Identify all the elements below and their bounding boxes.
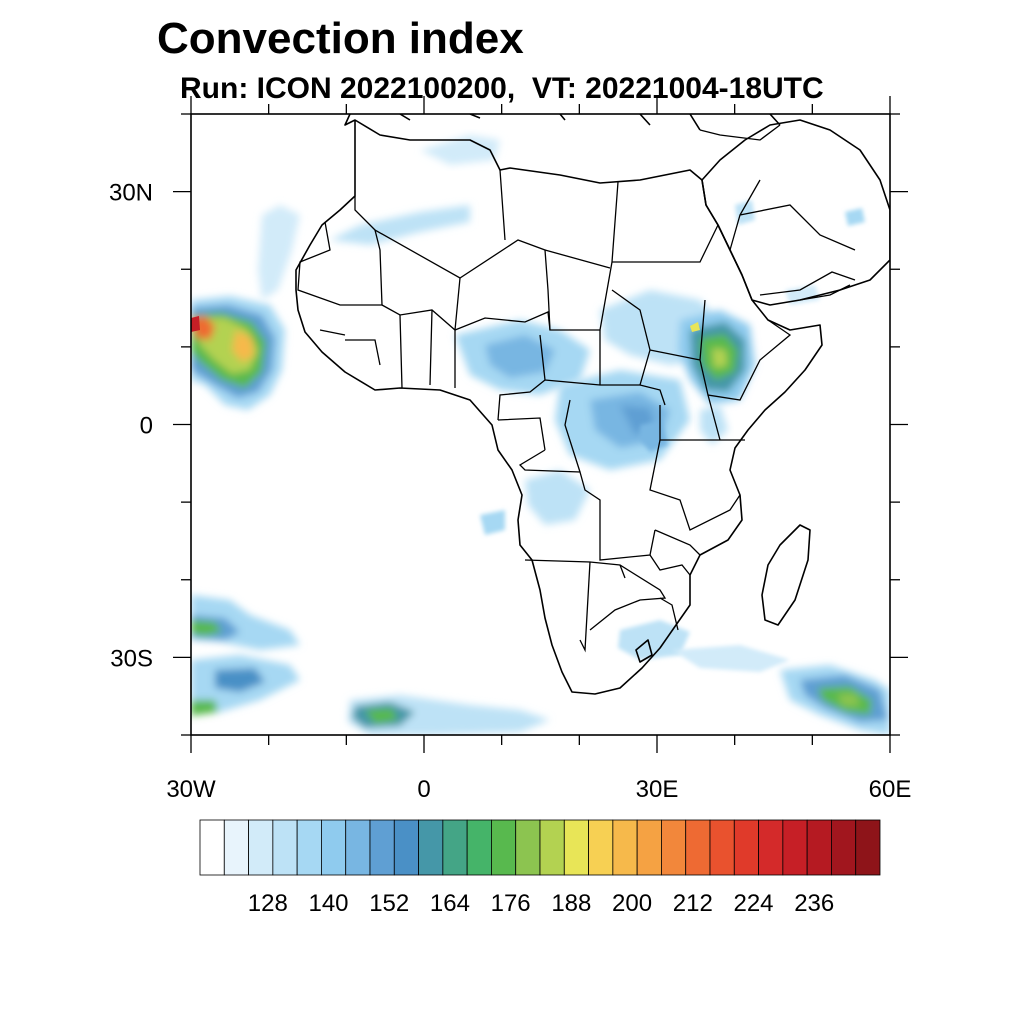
colorbar-swatch xyxy=(733,819,759,876)
colorbar-label: 236 xyxy=(794,890,834,917)
colorbar-swatch xyxy=(345,819,371,876)
colorbar-label: 176 xyxy=(491,890,531,917)
colorbar-swatch xyxy=(369,819,395,876)
colorbar-label: 212 xyxy=(673,890,713,917)
lat-tick-label: 30S xyxy=(110,645,153,672)
colorbar-swatch xyxy=(612,819,638,876)
chart-title: Convection index xyxy=(157,14,524,63)
colorbar-swatch xyxy=(199,819,225,876)
colorbar-swatch xyxy=(539,819,565,876)
colorbar-swatch xyxy=(709,819,735,876)
colorbar-swatch xyxy=(248,819,274,876)
colorbar-swatch xyxy=(515,819,541,876)
madagascar-coastline xyxy=(761,524,811,626)
colorbar-swatch xyxy=(418,819,444,876)
africa-coastline xyxy=(295,119,823,695)
colorbar-swatch xyxy=(636,819,662,876)
colorbar-swatch xyxy=(393,819,419,876)
colorbar-swatch xyxy=(442,819,468,876)
colorbar-swatch xyxy=(321,819,347,876)
lon-tick-label: 0 xyxy=(417,776,430,803)
lon-tick-label: 30W xyxy=(166,776,216,803)
colorbar-swatch xyxy=(563,819,589,876)
colorbar-swatch xyxy=(466,819,492,876)
chart-subtitle: Run: ICON 2022100200, VT: 20221004-18UTC xyxy=(180,72,824,105)
colorbar-label: 152 xyxy=(369,890,409,917)
colorbar-label: 200 xyxy=(612,890,652,917)
colorbar-swatch xyxy=(806,819,832,876)
colorbar-swatch xyxy=(685,819,711,876)
lon-tick-label: 30E xyxy=(636,776,679,803)
lat-tick-label: 30N xyxy=(109,180,153,207)
colorbar-label: 128 xyxy=(248,890,288,917)
colorbar-label: 140 xyxy=(308,890,348,917)
colorbar-swatch xyxy=(831,819,857,876)
arabia-coastline xyxy=(701,119,890,306)
colorbar-swatch xyxy=(272,819,298,876)
axis-tick-labels: 30W 0 30E 60E 30N 0 30S xyxy=(109,180,911,803)
colorbar xyxy=(199,819,881,876)
colorbar-swatch xyxy=(758,819,784,876)
europe-coastline xyxy=(344,114,781,131)
colorbar-swatch xyxy=(855,819,881,876)
colorbar-swatch xyxy=(782,819,808,876)
atlantic-storm-system xyxy=(191,296,285,410)
colorbar-swatch xyxy=(296,819,322,876)
coastlines xyxy=(295,114,890,695)
axis-ticks xyxy=(173,96,908,753)
colorbar-labels: 128 140 152 164 176 188 200 212 224 236 xyxy=(248,890,834,917)
convection-field xyxy=(191,135,890,735)
colorbar-label: 164 xyxy=(430,890,470,917)
country-borders xyxy=(297,124,856,653)
colorbar-swatch xyxy=(491,819,517,876)
colorbar-swatch xyxy=(661,819,687,876)
colorbar-label: 224 xyxy=(733,890,773,917)
colorbar-swatch xyxy=(223,819,249,876)
colorbar-swatch xyxy=(588,819,614,876)
storm-core-red xyxy=(191,316,200,332)
lon-tick-label: 60E xyxy=(869,776,912,803)
lat-tick-label: 0 xyxy=(140,413,153,440)
colorbar-label: 188 xyxy=(551,890,591,917)
